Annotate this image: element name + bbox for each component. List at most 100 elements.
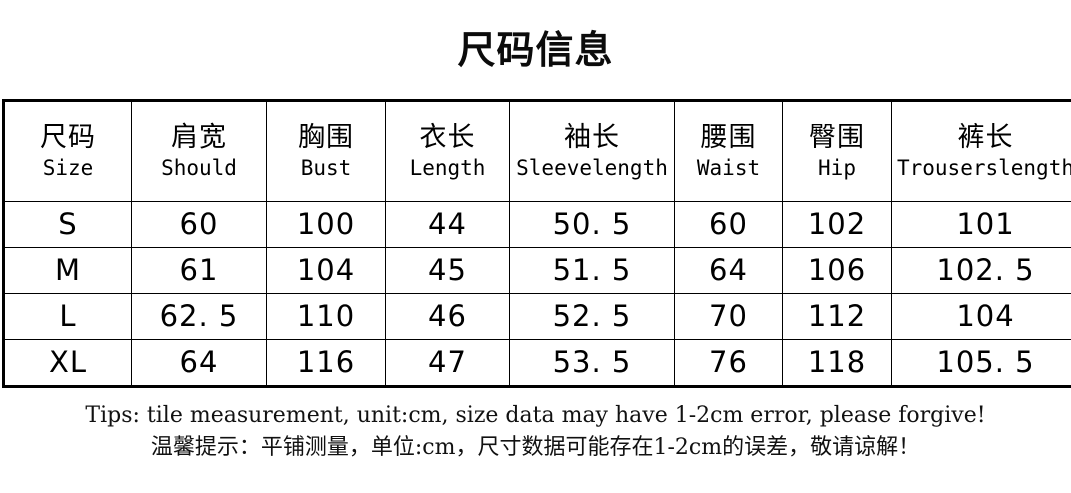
cell-length-text: 44 bbox=[428, 207, 467, 241]
cell-shoulder-text: 64 bbox=[179, 345, 219, 379]
page-title-text: 尺码信息 bbox=[457, 27, 614, 72]
cell-sleevelength-text: 51. 5 bbox=[552, 253, 632, 287]
table-body: S 60 100 44 50. 5 60 102 101 M 61 104 45… bbox=[3, 201, 1071, 387]
tips-section: Tips: tile measurement, unit:cm, size da… bbox=[0, 400, 1071, 464]
header-cn-sleevelength: 袖长 bbox=[564, 121, 620, 153]
header-cn-hip: 臀围 bbox=[809, 121, 865, 153]
cell-bust-text: 110 bbox=[296, 299, 356, 333]
cell-trouserslength-text: 101 bbox=[956, 207, 1015, 241]
cell-sleevelength: 53. 5 bbox=[509, 339, 675, 387]
cell-shoulder: 60 bbox=[131, 201, 267, 248]
cell-size-text: L bbox=[59, 299, 77, 333]
header-cn-length: 衣长 bbox=[419, 121, 476, 153]
cell-length: 44 bbox=[385, 201, 510, 248]
header-en-size: Size bbox=[42, 155, 94, 180]
header-cell-length: 衣长 Length bbox=[385, 100, 510, 202]
size-table: 尺码 Size 肩宽 Should 胸围 Bust 衣长 Length 袖长 bbox=[2, 99, 1071, 388]
page-title: 尺码信息 bbox=[0, 0, 1071, 99]
header-row: 尺码 Size 肩宽 Should 胸围 Bust 衣长 Length 袖长 bbox=[3, 100, 1071, 202]
cell-bust: 116 bbox=[266, 339, 386, 387]
header-cn-shoulder: 肩宽 bbox=[171, 121, 227, 153]
cell-length-text: 45 bbox=[428, 253, 467, 287]
cell-shoulder-text: 60 bbox=[179, 207, 219, 241]
cell-shoulder-text: 62. 5 bbox=[159, 299, 239, 333]
cell-bust: 100 bbox=[266, 201, 386, 248]
header-cn-trouserslength: 裤长 bbox=[957, 121, 1014, 153]
header-cell-size: 尺码 Size bbox=[3, 100, 132, 202]
cell-length-text: 47 bbox=[428, 345, 467, 379]
table-row: XL 64 116 47 53. 5 76 118 105. 5 bbox=[3, 339, 1071, 387]
cell-trouserslength: 101 bbox=[891, 201, 1071, 248]
header-cn-size: 尺码 bbox=[40, 121, 96, 153]
tips-chinese: 温馨提示：平铺测量，单位:cm，尺寸数据可能存在1-2cm的误差，敬请谅解！ bbox=[150, 435, 921, 460]
header-en-sleevelength: Sleevelength bbox=[516, 155, 668, 180]
cell-trouserslength: 102. 5 bbox=[891, 247, 1071, 294]
cell-size: S bbox=[3, 201, 132, 248]
table-row: M 61 104 45 51. 5 64 106 102. 5 bbox=[3, 247, 1071, 294]
cell-hip-text: 118 bbox=[807, 345, 867, 379]
cell-waist-text: 64 bbox=[709, 253, 748, 287]
cell-sleevelength: 50. 5 bbox=[509, 201, 675, 248]
cell-hip: 112 bbox=[782, 293, 892, 340]
header-cn-waist: 腰围 bbox=[700, 121, 757, 153]
table-row: S 60 100 44 50. 5 60 102 101 bbox=[3, 201, 1071, 248]
cell-size: M bbox=[3, 247, 132, 294]
cell-waist: 76 bbox=[674, 339, 783, 387]
header-en-shoulder: Should bbox=[161, 155, 237, 180]
header-en-trouserslength: Trouserslength bbox=[896, 155, 1071, 180]
cell-trouserslength-text: 102. 5 bbox=[936, 253, 1035, 287]
cell-size: XL bbox=[3, 339, 132, 387]
tips-english: Tips: tile measurement, unit:cm, size da… bbox=[85, 403, 986, 428]
cell-waist: 70 bbox=[674, 293, 783, 340]
cell-waist-text: 76 bbox=[709, 345, 748, 379]
cell-size-text: S bbox=[58, 207, 78, 241]
table-header: 尺码 Size 肩宽 Should 胸围 Bust 衣长 Length 袖长 bbox=[3, 100, 1071, 202]
cell-bust-text: 100 bbox=[296, 207, 356, 241]
cell-waist-text: 60 bbox=[709, 207, 748, 241]
cell-sleevelength: 52. 5 bbox=[509, 293, 675, 340]
header-en-bust: Bust bbox=[300, 155, 352, 180]
cell-sleevelength: 51. 5 bbox=[509, 247, 675, 294]
cell-shoulder: 64 bbox=[131, 339, 267, 387]
cell-trouserslength-text: 104 bbox=[956, 299, 1015, 333]
cell-hip: 118 bbox=[782, 339, 892, 387]
header-cell-waist: 腰围 Waist bbox=[674, 100, 783, 202]
header-cell-hip: 臀围 Hip bbox=[782, 100, 892, 202]
cell-size: L bbox=[3, 293, 132, 340]
cell-trouserslength: 105. 5 bbox=[891, 339, 1071, 387]
header-cell-sleevelength: 袖长 Sleevelength bbox=[509, 100, 675, 202]
header-cell-shoulder: 肩宽 Should bbox=[131, 100, 267, 202]
cell-length: 46 bbox=[385, 293, 510, 340]
cell-waist: 60 bbox=[674, 201, 783, 248]
cell-size-text: XL bbox=[48, 345, 88, 379]
header-cell-bust: 胸围 Bust bbox=[266, 100, 386, 202]
cell-hip: 106 bbox=[782, 247, 892, 294]
cell-waist-text: 70 bbox=[709, 299, 748, 333]
header-cn-bust: 胸围 bbox=[298, 121, 354, 153]
cell-bust: 104 bbox=[266, 247, 386, 294]
cell-shoulder: 62. 5 bbox=[131, 293, 267, 340]
cell-sleevelength-text: 50. 5 bbox=[552, 207, 632, 241]
cell-waist: 64 bbox=[674, 247, 783, 294]
cell-length: 45 bbox=[385, 247, 510, 294]
header-en-waist: Waist bbox=[696, 155, 761, 180]
cell-sleevelength-text: 52. 5 bbox=[552, 299, 632, 333]
header-en-hip: Hip bbox=[818, 155, 856, 180]
table-row: L 62. 5 110 46 52. 5 70 112 104 bbox=[3, 293, 1071, 340]
cell-bust-text: 116 bbox=[296, 345, 356, 379]
cell-hip-text: 106 bbox=[807, 253, 867, 287]
cell-shoulder-text: 61 bbox=[179, 253, 219, 287]
cell-hip-text: 102 bbox=[807, 207, 867, 241]
cell-size-text: M bbox=[54, 253, 82, 287]
cell-sleevelength-text: 53. 5 bbox=[552, 345, 632, 379]
cell-trouserslength-text: 105. 5 bbox=[936, 345, 1035, 379]
cell-bust: 110 bbox=[266, 293, 386, 340]
header-en-length: Length bbox=[409, 155, 486, 180]
cell-shoulder: 61 bbox=[131, 247, 267, 294]
cell-trouserslength: 104 bbox=[891, 293, 1071, 340]
header-cell-trouserslength: 裤长 Trouserslength bbox=[891, 100, 1071, 202]
cell-hip: 102 bbox=[782, 201, 892, 248]
cell-bust-text: 104 bbox=[296, 253, 356, 287]
cell-hip-text: 112 bbox=[807, 299, 867, 333]
